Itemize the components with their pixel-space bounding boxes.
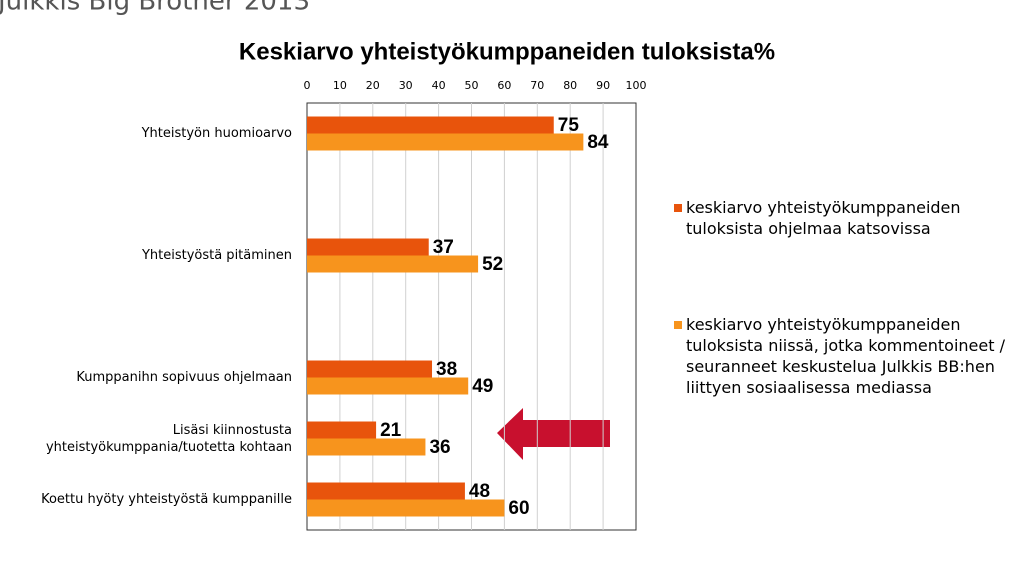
x-tick-label: 90 [596,79,610,92]
legend-label: keskiarvo yhteistyökumppaneiden tuloksis… [686,198,961,238]
bar [307,377,469,395]
value-label: 21 [380,420,402,441]
x-tick-label: 40 [432,79,446,92]
bar [307,438,426,456]
x-tick-label: 0 [304,79,311,92]
y-tick-label: Lisäsi kiinnostusta yhteistyökumppania/t… [45,422,292,455]
value-label: 52 [482,254,503,275]
bar [307,482,465,500]
bar [307,421,377,439]
bar [307,499,505,517]
y-tick-label: Koettu hyöty yhteistyöstä kumppanille [41,492,292,507]
slide-title: Julkkis Big Brother 2013 [0,0,310,17]
value-label: 37 [433,237,454,258]
legend-swatch [674,204,682,212]
bar [307,255,479,273]
x-tick-label: 10 [333,79,347,92]
arrow [497,408,610,460]
x-tick-label: 60 [497,79,511,92]
bar [307,238,429,256]
x-tick-label: 50 [465,79,479,92]
y-tick-label: Yhteistyön huomioarvo [141,126,292,141]
x-tick-label: 30 [399,79,413,92]
x-tick-label: 100 [626,79,647,92]
y-tick-label: Yhteistyöstä pitäminen [141,248,292,263]
value-label: 60 [508,498,529,519]
legend-swatch [674,321,682,329]
bar [307,116,554,134]
bar [307,133,584,151]
x-tick-label: 80 [563,79,577,92]
y-tick-label: Kumppanihn sopivuus ohjelmaan [76,370,292,385]
x-tick-label: 70 [530,79,544,92]
value-label: 75 [558,115,580,136]
bar [307,360,433,378]
chart-title: Keskiarvo yhteistyökumppaneiden tuloksis… [239,38,775,65]
x-tick-label: 20 [366,79,380,92]
value-label: 84 [587,132,609,153]
value-label: 48 [469,481,490,502]
legend-label: keskiarvo yhteistyökumppaneiden tuloksis… [686,315,1005,397]
value-label: 36 [429,437,450,458]
value-label: 49 [472,376,493,397]
value-label: 38 [436,359,457,380]
